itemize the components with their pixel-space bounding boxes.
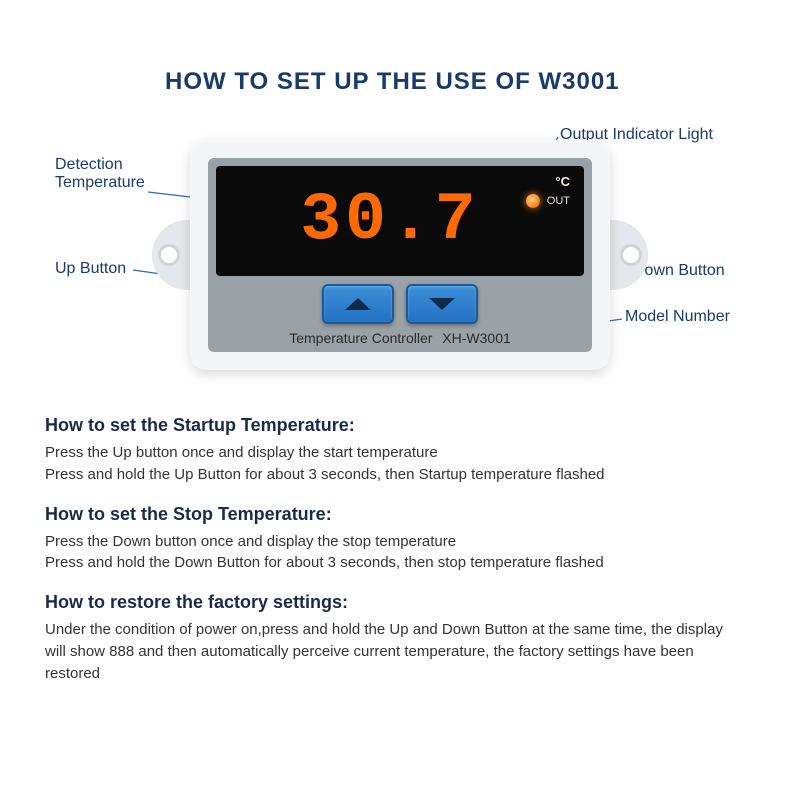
device-label-prefix: Temperature Controller xyxy=(289,330,432,346)
out-label: OUT xyxy=(547,195,570,207)
mount-hole xyxy=(158,244,180,266)
output-indicator-led xyxy=(526,194,540,208)
device: 30.7 °C OUT Temperature Controlle xyxy=(190,140,610,370)
mount-hole xyxy=(620,244,642,266)
degree-celsius-label: °C xyxy=(555,174,570,189)
section-restore: How to restore the factory settings: Und… xyxy=(45,592,745,684)
triangle-down-icon xyxy=(427,296,457,312)
button-row xyxy=(216,284,584,324)
section-title: How to set the Startup Temperature: xyxy=(45,415,745,436)
lcd-display: 30.7 °C OUT xyxy=(216,166,584,276)
section-title: How to restore the factory settings: xyxy=(45,592,745,613)
device-panel: 30.7 °C OUT Temperature Controlle xyxy=(208,158,592,352)
section-startup: How to set the Startup Temperature: Pres… xyxy=(45,415,745,486)
section-body: Press the Down button once and display t… xyxy=(45,531,745,575)
triangle-up-icon xyxy=(343,296,373,312)
section-body: Press the Up button once and display the… xyxy=(45,442,745,486)
instructions: How to set the Startup Temperature: Pres… xyxy=(45,415,745,702)
temperature-reading: 30.7 xyxy=(300,187,479,255)
device-label: Temperature Controller XH-W3001 xyxy=(216,330,584,346)
section-body: Under the condition of power on,press an… xyxy=(45,619,745,684)
device-body: 30.7 °C OUT Temperature Controlle xyxy=(190,140,610,370)
section-title: How to set the Stop Temperature: xyxy=(45,504,745,525)
section-stop: How to set the Stop Temperature: Press t… xyxy=(45,504,745,575)
down-button[interactable] xyxy=(406,284,478,324)
up-button[interactable] xyxy=(322,284,394,324)
model-number-text: XH-W3001 xyxy=(442,330,510,346)
